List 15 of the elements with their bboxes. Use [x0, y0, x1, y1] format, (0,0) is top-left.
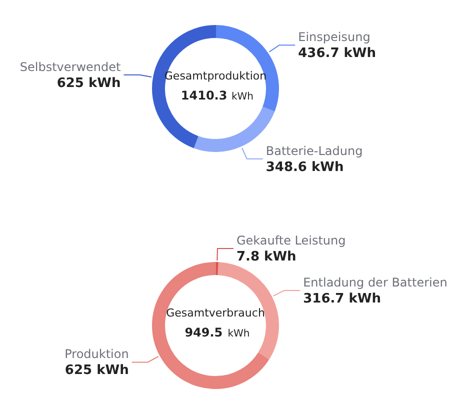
data-label: 348.6 kWh — [266, 160, 344, 175]
data-label: 316.7 kWh — [303, 292, 381, 307]
slice-label: Produktion — [64, 347, 129, 362]
data-label: 625 kWh — [56, 76, 121, 91]
slice-label: Einspeisung — [298, 30, 370, 44]
slice-label: Selbstverwendet — [20, 60, 122, 74]
slice-label: Batterie-Ladung — [266, 144, 363, 158]
text: Gesamtverbrauch — [166, 306, 265, 320]
slice-label: Entladung der Batterien — [303, 276, 448, 290]
text: 1410.3 kWh — [180, 88, 254, 102]
data-label: 436.7 kWh — [298, 46, 376, 62]
data-label: 625 kWh — [64, 363, 129, 378]
slice-label: Gekaufte Leistung — [236, 234, 346, 248]
text: 949.5 kWh — [184, 326, 250, 340]
data-label: 7.8 kWh — [236, 250, 296, 265]
